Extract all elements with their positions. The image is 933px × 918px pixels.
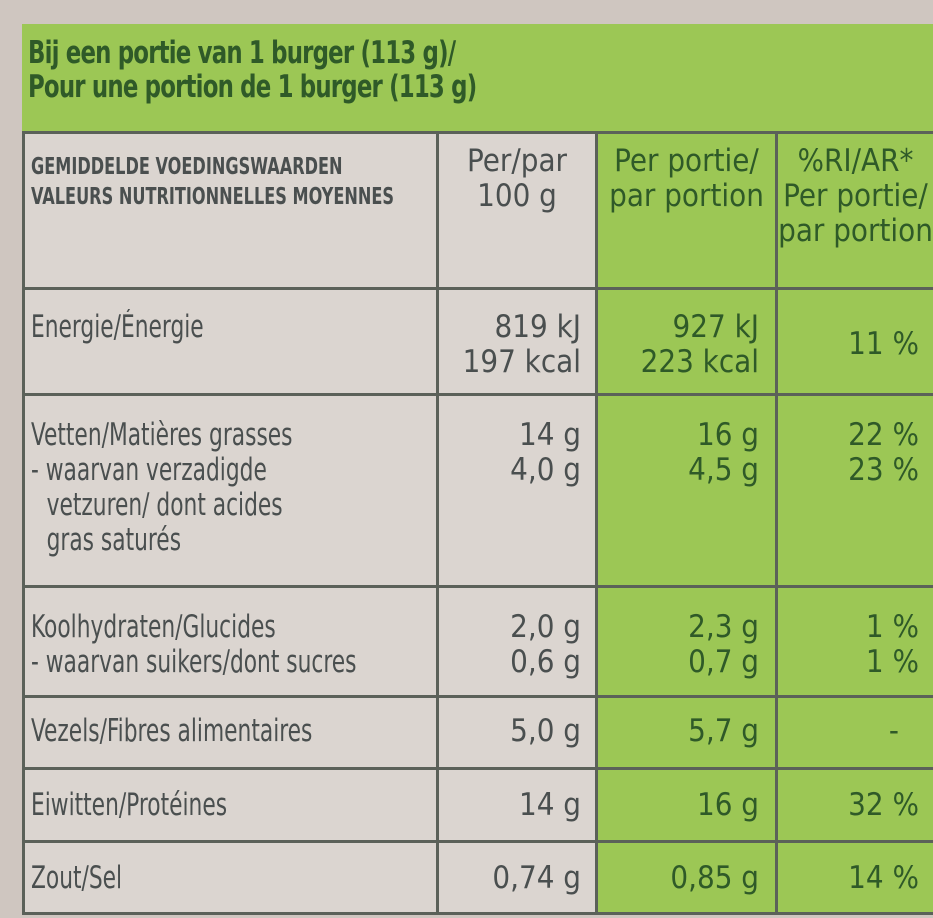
header-label-fr: VALEURS NUTRITIONNELLES MOYENNES bbox=[31, 184, 395, 210]
protein-per100: 14 g bbox=[436, 767, 598, 843]
header-per100-line2: 100 g bbox=[477, 178, 557, 214]
carbs-ri: 1 % 1 % bbox=[775, 585, 933, 698]
portion-header: Bij een portie van 1 burger (113 g)/ Pou… bbox=[22, 24, 933, 132]
header-ri-cell: %RI/AR* Per portie/ par portion bbox=[775, 131, 933, 290]
fat-label: Vetten/Matières grasses - waarvan verzad… bbox=[22, 393, 439, 588]
salt-ri: 14 % bbox=[775, 840, 933, 915]
row-salt: Zout/Sel 0,74 g 0,85 g 14 % bbox=[22, 840, 933, 915]
row-fibre: Vezels/Fibres alimentaires 5,0 g 5,7 g - bbox=[22, 695, 933, 770]
energy-ri: 11 % bbox=[775, 287, 933, 396]
header-ri-line1: %RI/AR* bbox=[797, 143, 914, 179]
energy-portion: 927 kJ 223 kcal bbox=[595, 287, 778, 396]
nutrition-table: GEMIDDELDE VOEDINGSWAARDEN VALEURS NUTRI… bbox=[22, 131, 933, 915]
fat-per100: 14 g 4,0 g bbox=[436, 393, 598, 588]
fibre-label: Vezels/Fibres alimentaires bbox=[22, 695, 439, 770]
row-fat: Vetten/Matières grasses - waarvan verzad… bbox=[22, 393, 933, 588]
sugar-label: - waarvan suikers/dont sucres bbox=[31, 644, 357, 680]
energy-per100: 819 kJ 197 kcal bbox=[436, 287, 598, 396]
header-label-nl: GEMIDDELDE VOEDINGSWAARDEN bbox=[31, 154, 343, 180]
row-carbs: Koolhydraten/Glucides - waarvan suikers/… bbox=[22, 585, 933, 698]
fibre-ri: - bbox=[775, 695, 933, 770]
row-protein: Eiwitten/Protéines 14 g 16 g 32 % bbox=[22, 767, 933, 843]
fat-portion: 16 g 4,5 g bbox=[595, 393, 778, 588]
protein-ri: 32 % bbox=[775, 767, 933, 843]
table-header-row: GEMIDDELDE VOEDINGSWAARDEN VALEURS NUTRI… bbox=[22, 131, 933, 290]
carbs-label: Koolhydraten/Glucides - waarvan suikers/… bbox=[22, 585, 439, 698]
header-portion-line1: Per portie/ bbox=[614, 143, 759, 179]
energy-label: Energie/Énergie bbox=[22, 287, 439, 396]
header-per100-line1: Per/par bbox=[467, 143, 567, 179]
protein-portion: 16 g bbox=[595, 767, 778, 843]
carbs-per100: 2,0 g 0,6 g bbox=[436, 585, 598, 698]
header-label-cell: GEMIDDELDE VOEDINGSWAARDEN VALEURS NUTRI… bbox=[22, 131, 439, 290]
protein-label: Eiwitten/Protéines bbox=[22, 767, 439, 843]
fibre-portion: 5,7 g bbox=[595, 695, 778, 770]
header-per100-cell: Per/par 100 g bbox=[436, 131, 598, 290]
portion-header-fr: Pour une portion de 1 burger (113 g) bbox=[28, 69, 477, 105]
sat-fat-label: - waarvan verzadigde bbox=[31, 452, 267, 488]
carbs-portion: 2,3 g 0,7 g bbox=[595, 585, 778, 698]
salt-per100: 0,74 g bbox=[436, 840, 598, 915]
header-ri-line3: par portion bbox=[778, 213, 933, 249]
fat-ri: 22 % 23 % bbox=[775, 393, 933, 588]
salt-portion: 0,85 g bbox=[595, 840, 778, 915]
header-portion-cell: Per portie/ par portion bbox=[595, 131, 778, 290]
fibre-per100: 5,0 g bbox=[436, 695, 598, 770]
row-energy: Energie/Énergie 819 kJ 197 kcal 927 kJ 2… bbox=[22, 287, 933, 396]
salt-label: Zout/Sel bbox=[22, 840, 439, 915]
header-portion-line2: par portion bbox=[609, 178, 764, 214]
header-ri-line2: Per portie/ bbox=[783, 178, 928, 214]
portion-header-nl: Bij een portie van 1 burger (113 g)/ bbox=[28, 35, 456, 71]
